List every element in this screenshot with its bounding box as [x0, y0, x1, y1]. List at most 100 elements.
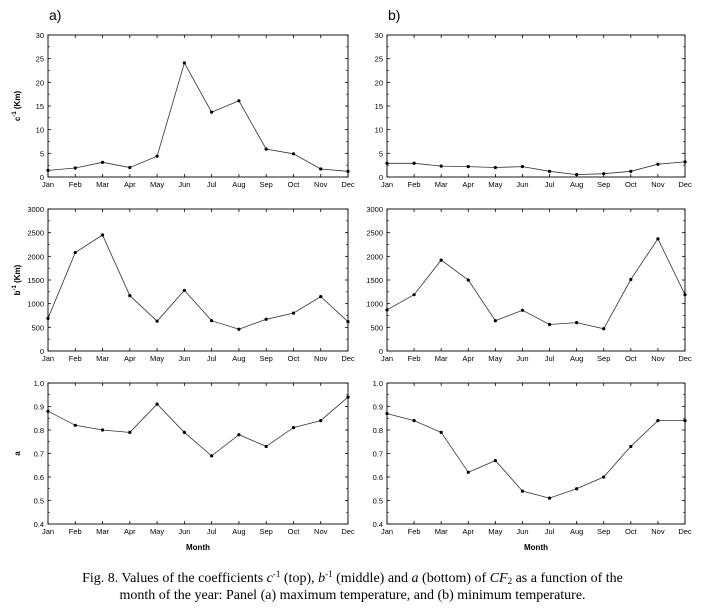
- x-tick-label: Oct: [625, 527, 638, 536]
- y-tick-label: 0.9: [34, 403, 44, 412]
- y-tick-label: 0: [40, 173, 44, 182]
- data-point: [493, 165, 497, 170]
- y-tick-label: 1500: [366, 276, 383, 285]
- data-point: [182, 61, 186, 65]
- y-tick-label: 0.8: [34, 426, 44, 435]
- data-point: [100, 233, 105, 237]
- data-point: [210, 454, 214, 458]
- y-tick-label: 5: [379, 149, 383, 158]
- y-tick-label: 2500: [27, 229, 44, 238]
- y-axis-title: c-1 (Km): [12, 91, 22, 122]
- data-point: [656, 237, 660, 241]
- x-tick-label: May: [150, 180, 164, 189]
- y-tick-label: 0.6: [373, 473, 383, 482]
- data-point: [128, 430, 132, 434]
- data-point: [683, 293, 687, 297]
- x-tick-label: Nov: [314, 180, 328, 189]
- y-axis-title-unit: (Km): [13, 91, 22, 112]
- x-tick-label: Dec: [341, 180, 355, 189]
- y-tick-label: 0: [40, 347, 44, 356]
- y-axis-title: a: [13, 451, 22, 456]
- y-tick-label: 10: [375, 126, 383, 135]
- data-point: [439, 258, 443, 262]
- plot-frame: [47, 34, 349, 178]
- data-point: [264, 147, 268, 151]
- y-tick-label: 0.7: [373, 450, 383, 459]
- series-line: [47, 396, 349, 457]
- y-tick-label: 25: [36, 55, 44, 64]
- caption-line-2: month of the year: Panel (a) maximum tem…: [119, 588, 586, 603]
- x-tick-label: Aug: [232, 354, 245, 363]
- data-point: [210, 110, 214, 114]
- x-tick-label: Apr: [124, 354, 136, 363]
- x-tick-label: Jul: [207, 527, 217, 536]
- data-point: [319, 167, 323, 171]
- panel-label-a: a): [49, 7, 61, 23]
- y-tick-label: 500: [370, 323, 383, 332]
- x-tick-label: May: [488, 527, 502, 536]
- series-line: [47, 61, 349, 172]
- data-point: [629, 277, 633, 282]
- y-tick-label: 1.0: [373, 379, 383, 388]
- data-point: [155, 319, 159, 323]
- x-tick-label: Mar: [435, 527, 448, 536]
- series-line: [386, 413, 685, 499]
- y-tick-label: 20: [36, 78, 44, 87]
- x-tick-label: Jun: [178, 180, 190, 189]
- data-point: [346, 395, 350, 399]
- chart-b-a: 0.4 0.5 0.6 0.7 0.8 0.9 1.0 Jan Feb Mar Apr May Jun J…: [373, 379, 692, 552]
- y-tick-label: 15: [36, 102, 44, 111]
- y-axis-title-main: a: [13, 451, 22, 456]
- data-point: [520, 308, 525, 312]
- data-point: [100, 428, 105, 432]
- x-tick-label: Mar: [96, 527, 109, 536]
- y-tick-label: 30: [36, 31, 44, 40]
- x-tick-label: Apr: [124, 180, 136, 189]
- y-tick-label: 0.8: [373, 426, 383, 435]
- y-tick-label: 3000: [27, 205, 44, 214]
- x-tick-label: Apr: [124, 527, 136, 536]
- data-point: [73, 423, 77, 427]
- data-point: [385, 411, 389, 416]
- x-tick-label: Feb: [408, 527, 421, 536]
- data-point: [264, 317, 268, 321]
- x-tick-label: Feb: [69, 527, 82, 536]
- data-point: [656, 162, 660, 166]
- x-tick-label: Sep: [260, 180, 273, 189]
- data-point: [319, 419, 323, 423]
- data-point: [155, 402, 159, 406]
- data-point: [291, 426, 296, 430]
- data-point: [602, 172, 606, 176]
- data-point: [575, 173, 579, 177]
- data-point: [237, 327, 241, 331]
- x-tick-label: Sep: [597, 354, 610, 363]
- x-tick-label: Jul: [207, 180, 217, 189]
- data-point: [493, 319, 497, 323]
- y-tick-label: 0: [379, 347, 383, 356]
- y-tick-label: 0.4: [373, 520, 383, 529]
- plot-frame: [386, 208, 686, 352]
- data-point: [466, 470, 470, 474]
- x-tick-label: Jan: [381, 180, 393, 189]
- x-tick-label: Jan: [381, 527, 393, 536]
- x-tick-label: Sep: [260, 527, 273, 536]
- chart-b-c: 0 5 10 15 20 25 30 Jan Feb Mar Apr May Jun Jul Aug Sep O…: [375, 31, 692, 189]
- x-tick-label: Jun: [516, 527, 528, 536]
- y-tick-label: 2500: [366, 229, 383, 238]
- data-point: [575, 321, 579, 325]
- data-point: [291, 152, 296, 156]
- x-tick-label: Feb: [408, 180, 421, 189]
- y-tick-label: 1000: [366, 300, 383, 309]
- x-tick-label: Jan: [42, 527, 54, 536]
- x-tick-label: Jun: [516, 180, 528, 189]
- x-tick-label: Dec: [678, 180, 692, 189]
- x-tick-label: Oct: [625, 354, 638, 363]
- x-tick-label: Oct: [288, 354, 301, 363]
- y-tick-label: 0.5: [373, 497, 383, 506]
- data-point: [547, 496, 552, 500]
- x-tick-label: Apr: [462, 527, 474, 536]
- x-tick-label: May: [150, 354, 164, 363]
- data-point: [385, 308, 389, 312]
- x-tick-label: Sep: [597, 180, 610, 189]
- y-axis-title-main: b: [13, 290, 22, 295]
